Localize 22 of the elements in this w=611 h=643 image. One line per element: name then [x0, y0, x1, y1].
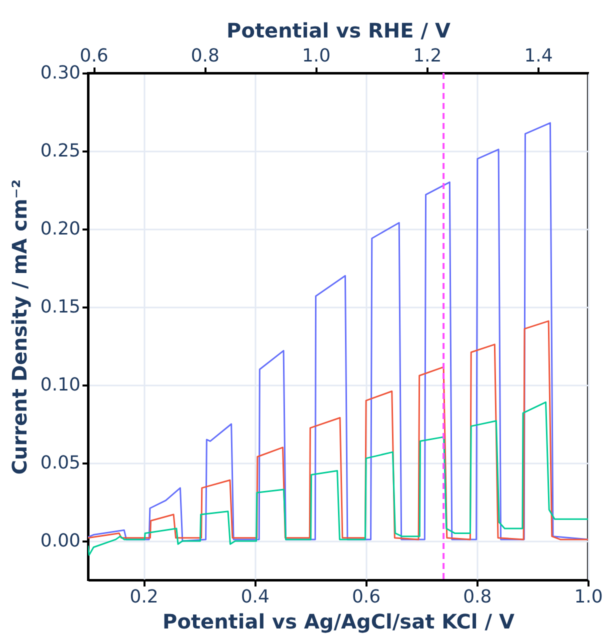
y-tick-label: 0.05 — [40, 452, 80, 474]
x2-tick-label: 0.6 — [80, 46, 108, 66]
x2-tick-label: 1.4 — [524, 46, 553, 66]
x-axis-title: Potential vs Ag/AgCl/sat KCl / V — [162, 610, 515, 634]
x-tick-label: 0.4 — [240, 586, 270, 608]
x2-tick-label: 0.8 — [190, 46, 220, 66]
x2-tick-label: 1.0 — [302, 46, 331, 66]
x-tick-label: 1.0 — [574, 586, 603, 608]
x2-axis-title: Potential vs RHE / V — [226, 18, 451, 42]
x-tick-label: 0.2 — [130, 586, 158, 608]
x2-tick-label: 1.2 — [413, 46, 442, 66]
line-series — [88, 320, 588, 540]
y-tick-label: 0.10 — [40, 374, 80, 396]
y-axis-title: Current Density / mA cm⁻² — [7, 179, 32, 475]
y-tick-label: 0.00 — [40, 530, 80, 552]
y-tick-label: 0.25 — [40, 140, 80, 162]
line-series — [88, 401, 588, 556]
x-tick-label: 0.6 — [352, 586, 381, 608]
x-tick-label: 0.8 — [463, 586, 492, 608]
y-tick-label: 0.15 — [40, 296, 80, 318]
y-tick-label: 0.30 — [40, 62, 80, 84]
y-tick-label: 0.20 — [40, 218, 80, 240]
